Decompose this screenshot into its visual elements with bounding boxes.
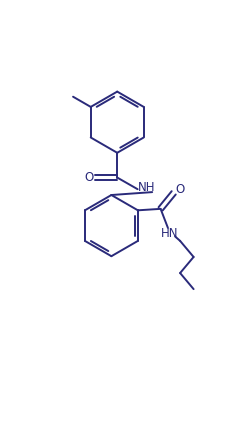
- Text: NH: NH: [138, 181, 155, 194]
- Text: O: O: [175, 184, 184, 196]
- Text: O: O: [84, 171, 94, 184]
- Text: HN: HN: [161, 227, 179, 240]
